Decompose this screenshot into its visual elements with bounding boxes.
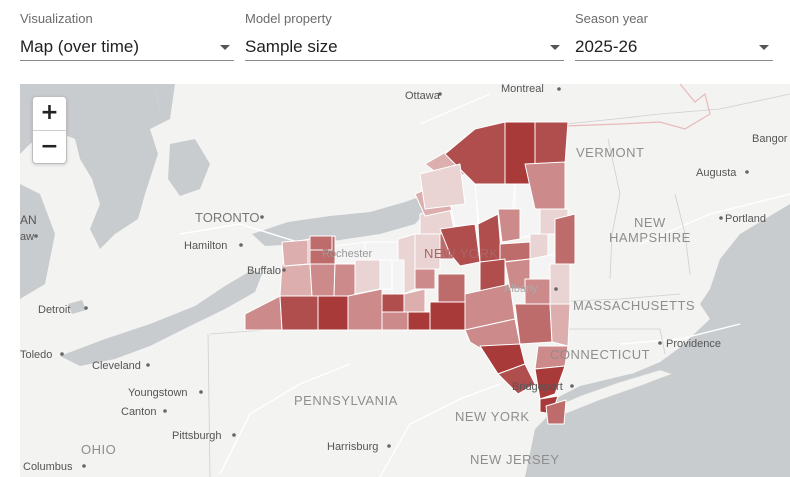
- county-seneca[interactable]: [391, 259, 405, 295]
- county-tioga[interactable]: [407, 311, 431, 331]
- state-label-new-hampshire-1: NEW: [634, 215, 666, 230]
- chevron-down-icon: [550, 45, 560, 50]
- county-schuyler[interactable]: [381, 293, 405, 313]
- season-year-dropdown[interactable]: 2025-26: [575, 34, 773, 61]
- county-fulton[interactable]: [497, 208, 521, 243]
- atlantic-ocean: [525, 204, 790, 477]
- county-lake-hamilton[interactable]: [419, 163, 466, 210]
- county-cattaraugus[interactable]: [279, 295, 319, 331]
- city-label-edge-aw: aw: [20, 231, 34, 243]
- state-label-new-york-state: NEW YORK: [424, 246, 499, 261]
- lake-st-clair: [68, 300, 86, 314]
- county-nassau-suffolk[interactable]: [545, 399, 567, 425]
- season-year-select[interactable]: Season year 2025-26: [575, 10, 773, 61]
- map-canvas[interactable]: VERMONT NEW HAMPSHIRE MASSACHUSETTS CONN…: [20, 84, 790, 477]
- county-westchester[interactable]: [534, 365, 566, 400]
- county-wyoming[interactable]: [309, 263, 336, 297]
- county-livingston[interactable]: [333, 263, 356, 297]
- lake-ontario: [252, 196, 428, 246]
- city-label-bangor: Bangor: [752, 133, 788, 145]
- zoom-control: + −: [32, 96, 67, 164]
- county-chenango[interactable]: [437, 273, 466, 303]
- state-labels: VERMONT NEW HAMPSHIRE MASSACHUSETTS CONN…: [81, 145, 695, 467]
- county-broome[interactable]: [429, 301, 466, 331]
- county-rockland[interactable]: [497, 363, 536, 395]
- state-label-massachusetts: MASSACHUSETTS: [573, 298, 695, 313]
- place-dots: [34, 87, 749, 468]
- city-label-canton: Canton: [121, 406, 156, 418]
- city-label-toledo: Toledo: [20, 349, 52, 361]
- zoom-in-button[interactable]: +: [40, 100, 59, 125]
- county-yates[interactable]: [379, 259, 393, 290]
- city-label-columbus: Columbus: [23, 461, 73, 473]
- state-label-pennsylvania: PENNSYLVANIA: [294, 393, 398, 408]
- state-label-vermont: VERMONT: [576, 145, 645, 160]
- county-shapes[interactable]: [244, 121, 576, 425]
- city-label-ottawa: Ottawa: [405, 90, 441, 102]
- visualization-label: Visualization: [20, 11, 93, 26]
- city-label-bridgeport: Bridgeport: [512, 381, 563, 393]
- county-ulster[interactable]: [514, 303, 553, 345]
- visualization-dropdown[interactable]: Map (over time): [20, 34, 234, 61]
- season-year-label: Season year: [575, 11, 648, 26]
- international-border: [564, 84, 711, 130]
- city-labels: Ottawa Montreal Bangor Augusta Portland …: [20, 84, 788, 473]
- city-label-edge-an: AN: [20, 213, 37, 227]
- county-rensselaer[interactable]: [554, 213, 576, 265]
- model-property-select[interactable]: Model property Sample size: [245, 10, 564, 61]
- city-label-detroit: Detroit: [38, 304, 70, 316]
- visualization-value: Map (over time): [20, 37, 140, 56]
- county-essex[interactable]: [534, 121, 569, 165]
- city-label-providence: Providence: [666, 338, 721, 350]
- model-property-dropdown[interactable]: Sample size: [245, 34, 564, 61]
- zoom-out-button[interactable]: −: [33, 130, 66, 164]
- city-label-toronto: TORONTO: [195, 210, 260, 225]
- city-label-harrisburg: Harrisburg: [327, 441, 378, 453]
- state-label-connecticut: CONNECTICUT: [550, 347, 650, 362]
- county-allegany[interactable]: [317, 295, 349, 331]
- county-orleans[interactable]: [281, 239, 309, 267]
- county-columbia[interactable]: [549, 263, 571, 305]
- city-label-montreal: Montreal: [501, 84, 544, 95]
- city-label-youngstown: Youngstown: [128, 387, 188, 399]
- chevron-down-icon: [220, 45, 230, 50]
- county-dutchess[interactable]: [549, 303, 571, 347]
- county-chautauqua[interactable]: [244, 295, 283, 331]
- model-property-value: Sample size: [245, 37, 338, 56]
- county-chemung[interactable]: [381, 311, 409, 331]
- city-label-buffalo: Buffalo: [247, 265, 281, 277]
- city-label-pittsburgh: Pittsburgh: [172, 430, 222, 442]
- chevron-down-icon: [759, 45, 769, 50]
- city-label-albany: Albany: [504, 283, 538, 295]
- county-schenectady[interactable]: [529, 233, 549, 260]
- georgian-bay: [168, 139, 210, 196]
- state-label-new-york: NEW YORK: [455, 409, 530, 424]
- state-label-new-hampshire-2: HAMPSHIRE: [609, 230, 691, 245]
- long-island: [547, 369, 673, 415]
- state-label-ohio: OHIO: [81, 442, 116, 457]
- lake-erie: [60, 270, 262, 366]
- city-label-hamilton: Hamilton: [184, 240, 227, 252]
- city-label-rochester: Rochester: [322, 248, 372, 260]
- city-label-cleveland: Cleveland: [92, 360, 141, 372]
- season-year-value: 2025-26: [575, 37, 638, 56]
- county-ontario[interactable]: [354, 259, 381, 295]
- visualization-select[interactable]: Visualization Map (over time): [20, 10, 234, 61]
- city-label-augusta: Augusta: [696, 167, 737, 179]
- county-orleans-n[interactable]: [309, 235, 333, 251]
- city-label-portland: Portland: [725, 213, 766, 225]
- county-steuben[interactable]: [347, 288, 383, 331]
- lake-michigan: [20, 184, 55, 299]
- state-label-new-jersey: NEW JERSEY: [470, 452, 560, 467]
- county-cortland[interactable]: [414, 268, 436, 290]
- choropleth-map[interactable]: VERMONT NEW HAMPSHIRE MASSACHUSETTS CONN…: [20, 84, 790, 477]
- model-property-label: Model property: [245, 11, 332, 26]
